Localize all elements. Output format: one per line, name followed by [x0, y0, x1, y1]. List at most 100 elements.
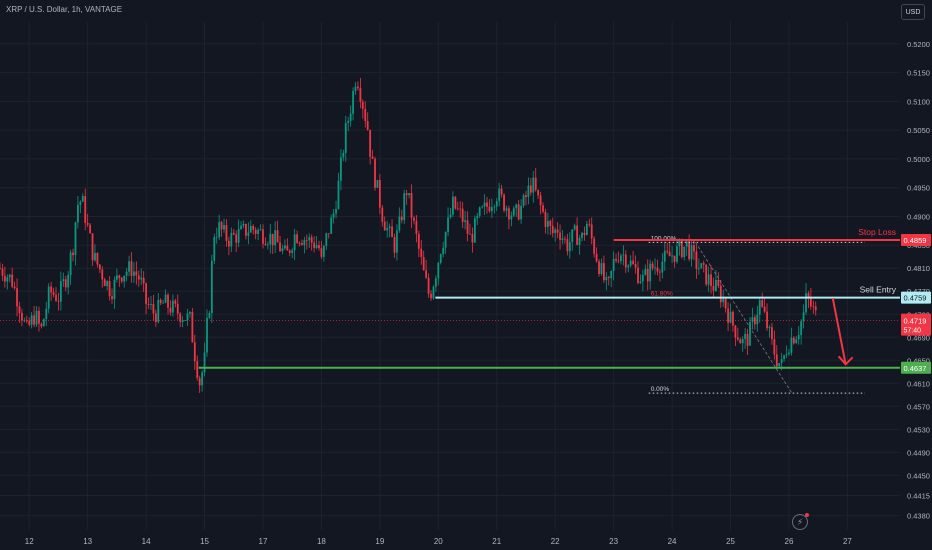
candle: [337, 180, 340, 209]
candle: [783, 355, 785, 360]
candle: [398, 216, 401, 231]
candle: [676, 246, 678, 262]
candle: [802, 312, 805, 322]
candle: [539, 195, 542, 206]
countdown-label: 57:40: [904, 328, 922, 335]
candle: [271, 233, 274, 246]
candle: [551, 226, 554, 234]
candle: [64, 279, 67, 288]
candle: [8, 274, 11, 278]
candle: [347, 120, 350, 123]
candle: [284, 245, 286, 249]
candle: [503, 194, 505, 211]
candle: [666, 250, 669, 252]
price-tag-label: 0.4859: [904, 236, 927, 245]
candle: [632, 260, 635, 265]
candle: [654, 267, 656, 269]
candle: [352, 90, 354, 114]
candle: [35, 310, 38, 325]
candle: [381, 207, 384, 222]
y-tick-label: 0.4810: [907, 264, 930, 273]
candle: [724, 298, 727, 309]
candle: [118, 275, 121, 278]
candle: [758, 300, 761, 315]
candle: [659, 271, 661, 273]
projection-arrow: [831, 297, 847, 365]
candle: [615, 258, 617, 261]
candle: [590, 224, 593, 239]
candle: [349, 113, 352, 121]
candle: [376, 180, 379, 188]
candle: [809, 297, 812, 307]
candle: [430, 293, 432, 299]
candle: [305, 240, 308, 241]
candle: [408, 193, 410, 196]
candle: [464, 220, 466, 222]
candle: [262, 229, 264, 244]
candle: [57, 300, 60, 302]
candle: [495, 201, 498, 207]
candle: [529, 185, 532, 193]
candle: [595, 253, 598, 262]
candle: [690, 245, 693, 260]
candle: [303, 240, 306, 245]
candle: [55, 294, 57, 301]
lightning-icon[interactable]: ⚡: [792, 513, 809, 530]
fib-level-label: 61.80%: [651, 291, 673, 298]
candle: [444, 232, 447, 248]
candle: [108, 281, 111, 297]
candle: [476, 215, 479, 219]
candle: [179, 313, 182, 322]
candle: [3, 275, 6, 282]
x-tick-label: 24: [668, 537, 677, 546]
candle: [761, 300, 764, 307]
candle: [493, 206, 496, 208]
candle: [425, 270, 428, 278]
candle: [434, 278, 437, 287]
candle: [86, 222, 89, 225]
candle: [629, 260, 632, 266]
candle: [637, 267, 639, 283]
candle: [741, 338, 744, 344]
candle: [357, 86, 359, 89]
candle: [678, 240, 681, 247]
candle: [729, 311, 732, 323]
fib-level-label: 100.00%: [651, 235, 677, 242]
candle: [164, 294, 167, 303]
candle: [159, 299, 162, 304]
candle: [16, 288, 18, 307]
candle: [624, 254, 627, 268]
candle: [427, 277, 430, 294]
candle: [775, 354, 778, 367]
candle: [814, 306, 817, 311]
candle: [330, 217, 333, 234]
candle: [291, 250, 294, 253]
candle: [308, 237, 311, 241]
candle: [152, 304, 155, 314]
candle: [96, 252, 99, 265]
candle: [266, 244, 269, 246]
candle: [751, 317, 754, 322]
candle: [249, 225, 252, 233]
fib-trend-line: [695, 242, 793, 394]
candle: [84, 196, 87, 223]
candle: [137, 275, 140, 280]
candle: [585, 223, 588, 236]
candle: [583, 232, 586, 236]
candle: [663, 250, 666, 262]
candle: [157, 299, 160, 323]
candle: [656, 267, 659, 272]
candle: [325, 233, 328, 246]
candle: [610, 270, 613, 279]
candle: [240, 225, 242, 230]
candle: [500, 188, 503, 195]
candle: [18, 306, 21, 313]
candle: [508, 208, 510, 220]
x-tick-label: 23: [609, 537, 618, 546]
candle: [288, 250, 291, 253]
candle: [778, 363, 781, 367]
currency-button[interactable]: USD: [901, 4, 925, 20]
price-tag-label: 0.4759: [904, 294, 927, 303]
